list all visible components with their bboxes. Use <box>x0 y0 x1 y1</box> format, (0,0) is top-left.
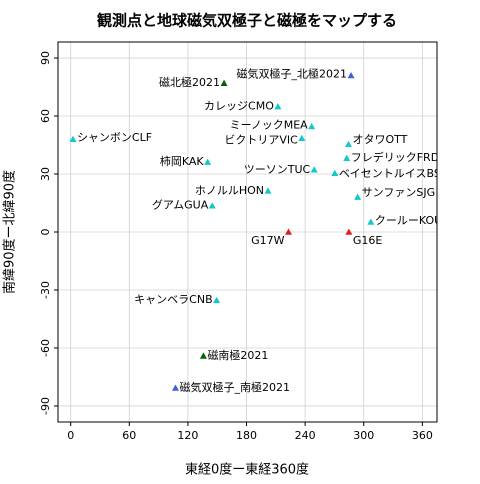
point <box>199 352 207 359</box>
point <box>285 228 293 235</box>
point-label: G17W <box>251 234 285 247</box>
x-axis-label: 東経0度ー東経360度 <box>185 462 309 478</box>
point <box>345 228 353 235</box>
point <box>310 166 318 173</box>
point-label: ミーノックMEA <box>230 118 309 131</box>
point-label: 磁南極2021 <box>207 348 268 362</box>
x-tick-label: 300 <box>353 429 374 442</box>
point <box>204 158 212 165</box>
y-tick-label: -60 <box>39 339 52 357</box>
point <box>367 218 375 225</box>
point-label: フレデリックFRD <box>351 150 439 164</box>
marks: 磁気双極子_北極2021 磁北極2021 カレッジCMO ミーノックMEA ビクトリアV… <box>69 66 448 394</box>
y-tick-label: -90 <box>39 397 52 415</box>
point <box>345 140 353 148</box>
chart-title: 観測点と地球磁気双極子と磁極をマップする <box>97 12 397 30</box>
point-label: ベイセントルイスBSL <box>339 167 448 180</box>
point-label: ビクトリアVIC <box>224 133 298 146</box>
x-tick-label: 240 <box>295 429 316 442</box>
y-axis-label: 南緯90度ー北緯90度 <box>2 170 18 294</box>
x-tick-label: 0 <box>67 429 74 442</box>
point-label: シャンボンCLF <box>77 131 152 144</box>
point <box>343 154 351 161</box>
point <box>354 193 362 200</box>
point-label: キャンベラCNB <box>134 293 212 306</box>
y-tick-label: 0 <box>39 229 52 236</box>
y-tick-label: 90 <box>39 51 52 65</box>
point <box>220 79 228 86</box>
point <box>331 169 339 177</box>
point-label: 柿岡KAK <box>160 154 205 168</box>
point <box>213 296 221 304</box>
point <box>298 134 306 142</box>
x-tick-label: 60 <box>122 429 136 442</box>
x-tick-label: 120 <box>177 429 198 442</box>
y-tick-label: 30 <box>39 167 52 181</box>
grid <box>58 42 437 422</box>
point-label: ホノルルHON <box>195 184 264 197</box>
y-tick-label: -30 <box>39 281 52 299</box>
x-tick-label: 180 <box>236 429 257 442</box>
point-label: クールーKOU <box>375 214 442 227</box>
point-label: カレッジCMO <box>204 100 274 113</box>
point-label: サンファンSJG <box>362 186 435 199</box>
point-label: ツーソンTUC <box>244 163 311 176</box>
point <box>172 384 180 391</box>
point <box>69 135 77 143</box>
x-tick-label: 360 <box>412 429 433 442</box>
y-tick-label: 60 <box>39 109 52 123</box>
point <box>274 103 282 110</box>
point-label: オタワOTT <box>353 133 408 146</box>
point <box>264 187 272 194</box>
point-label: グアムGUA <box>152 198 209 212</box>
point-label: 磁北極2021 <box>159 75 220 89</box>
point-label: 磁気双極子_北極2021 <box>237 66 348 80</box>
point-label: G16E <box>353 234 383 247</box>
point-label: 磁気双極子_南極2021 <box>180 380 290 394</box>
point <box>308 122 316 130</box>
point <box>208 202 216 209</box>
point <box>347 71 355 79</box>
